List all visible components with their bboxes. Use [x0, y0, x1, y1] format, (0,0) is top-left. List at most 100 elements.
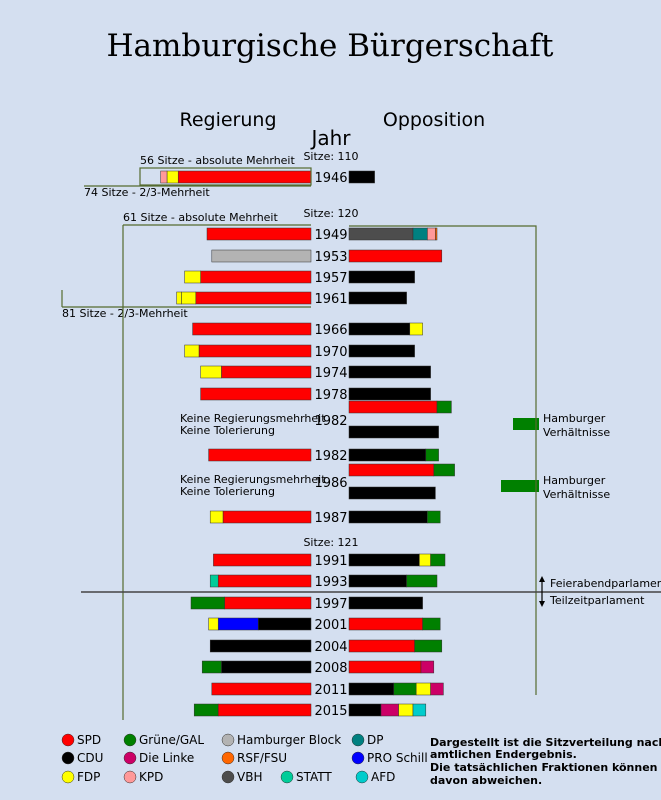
bar-1953-opp-spd-0 — [348, 249, 443, 263]
year-label-2001-16: 2001 — [314, 618, 347, 633]
footnote-line3: Die tatsächlichen Fraktionen können — [430, 761, 658, 774]
legend-label-hb: Hamburger Block — [237, 733, 341, 747]
year-label-1997-15: 1997 — [314, 597, 347, 612]
legend-label-cdu: CDU — [77, 751, 103, 765]
side-label-parliament-line2: Teilzeitparlament — [549, 594, 645, 607]
annotation-seats-121: Sitze: 121 — [303, 536, 358, 549]
bar-1966-opp-fdp-1 — [409, 322, 423, 336]
bar-1993-gov-statt-1 — [209, 574, 219, 588]
chart-title: Hamburgische Bürgerschaft — [107, 28, 554, 64]
bar-1987-opp-gruene-1 — [427, 510, 441, 524]
note-1982-line2: Keine Tolerierung — [180, 424, 275, 437]
legend-label-dp: DP — [367, 733, 383, 747]
bar-1961-gov-fdp-1 — [181, 291, 197, 305]
bar-2011-opp-gruene-1 — [393, 682, 417, 696]
year-label-1982-10: 1982 — [314, 449, 347, 464]
footnote-line4: davon abweichen. — [430, 774, 542, 787]
legend-item-dp: DP — [351, 733, 383, 747]
bar-1970-gov-fdp-1 — [184, 344, 200, 358]
parliament-arrow-down — [539, 601, 545, 607]
year-label-1982-9: 1982 — [314, 414, 347, 429]
bar-1986-opp-spd-0 — [348, 463, 435, 477]
bar-1949-opp-kpd-2 — [427, 227, 436, 241]
legend-label-kpd: KPD — [139, 770, 163, 784]
year-label-2015-20: 2015 — [314, 704, 347, 719]
annotation-two-thirds-74: 74 Sitze - 2/3-Mehrheit — [84, 186, 210, 199]
side-label-1986-line1: Hamburger — [543, 474, 606, 487]
bar-1982-opp2-cdu-0 — [348, 425, 439, 439]
year-label-1949-1: 1949 — [314, 228, 347, 243]
bar-1982-opp-gruene-1 — [425, 448, 439, 462]
bar-2008-opp-spd-0 — [348, 660, 422, 674]
legend-label-gruene: Grüne/GAL — [139, 733, 204, 747]
legend-swatch-hb — [221, 733, 235, 747]
government-heading: Regierung — [179, 109, 276, 131]
bar-1970-opp-cdu-0 — [348, 344, 415, 358]
side-label-1982-line1: Hamburger — [543, 412, 606, 425]
year-label-1966-5: 1966 — [314, 323, 347, 338]
bar-2001-gov-fdp-2 — [208, 617, 219, 631]
legend-swatch-schill — [351, 751, 365, 765]
bar-1986-opp2-cdu-0 — [348, 486, 436, 500]
legend-swatch-dp — [351, 733, 365, 747]
bar-2001-gov-schill-1 — [217, 617, 259, 631]
bar-2004-opp-gruene-1 — [414, 639, 443, 653]
year-label-1978-8: 1978 — [314, 388, 347, 403]
year-heading: Jahr — [309, 126, 351, 150]
bar-2001-gov-cdu-0 — [257, 617, 312, 631]
legend-swatch-rsf — [221, 751, 235, 765]
bar-1991-opp-fdp-1 — [419, 553, 431, 567]
bar-2008-opp-linke-1 — [420, 660, 435, 674]
bar-1978-opp-cdu-0 — [348, 387, 431, 401]
bar-1997-gov-spd-0 — [224, 596, 312, 610]
legend-item-statt: STATT — [280, 770, 332, 784]
legend-item-kpd: KPD — [123, 770, 163, 784]
bar-1953-gov-hb-0 — [211, 249, 312, 263]
legend-item-linke: Die Linke — [123, 751, 194, 765]
bar-1974-opp-cdu-0 — [348, 365, 431, 379]
legend-swatch-linke — [123, 751, 137, 765]
bar-1946-gov-fdp-1 — [166, 170, 179, 184]
legend-swatch-afd — [355, 770, 369, 784]
legend-label-afd: AFD — [371, 770, 395, 784]
bar-1957-gov-spd-0 — [200, 270, 312, 284]
bar-1982-gov-spd-0 — [208, 448, 312, 462]
note-1982-line1: Keine Regierungsmehrheit — [180, 412, 326, 425]
bar-2015-opp-linke-1 — [380, 703, 399, 717]
bar-2011-opp-linke-3 — [430, 682, 444, 696]
legend: SPD Grüne/GAL Hamburger Block DP CDU Die Link… — [61, 733, 428, 784]
bar-1961-opp-cdu-0 — [348, 291, 407, 305]
annotation-absolute-majority-61: 61 Sitze - absolute Mehrheit — [123, 211, 278, 224]
bar-1987-gov-spd-0 — [222, 510, 312, 524]
bar-1946-gov-kpd-2 — [160, 170, 168, 184]
legend-item-rsf: RSF/FSU — [221, 751, 287, 765]
bar-1970-gov-spd-0 — [198, 344, 312, 358]
year-label-1986-11: 1986 — [314, 476, 347, 491]
bar-1949-opp-rsf-3 — [435, 227, 438, 241]
legend-swatch-fdp — [61, 770, 75, 784]
bar-1974-gov-fdp-1 — [200, 365, 222, 379]
hamburger-verhaeltnisse-marker-1986 — [501, 480, 539, 492]
year-label-2011-19: 2011 — [314, 683, 347, 698]
annotation-two-thirds-81: 81 Sitze - 2/3-Mehrheit — [62, 307, 188, 320]
bar-1987-opp-cdu-0 — [348, 510, 428, 524]
note-1986-line1: Keine Regierungsmehrheit — [180, 473, 326, 486]
year-label-1953-2: 1953 — [314, 250, 347, 265]
legend-swatch-gruene — [123, 733, 137, 747]
year-label-1974-7: 1974 — [314, 366, 347, 381]
bar-1957-opp-cdu-0 — [348, 270, 415, 284]
bar-1961-gov-fdp-2 — [176, 291, 182, 305]
bar-1993-opp-cdu-0 — [348, 574, 407, 588]
bar-1982-opp-spd-0 — [348, 400, 438, 414]
legend-item-cdu: CDU — [61, 751, 103, 765]
note-1986-line2: Keine Tolerierung — [180, 485, 275, 498]
annotation-absolute-majority-56: 56 Sitze - absolute Mehrheit — [140, 154, 295, 167]
year-label-1987-12: 1987 — [314, 511, 347, 526]
bar-1997-opp-cdu-0 — [348, 596, 423, 610]
year-label-2008-18: 2008 — [314, 661, 347, 676]
footnote-line1: Dargestellt ist die Sitzverteilung nach — [430, 736, 661, 749]
year-label-1961-4: 1961 — [314, 292, 347, 307]
bar-2015-opp-fdp-2 — [398, 703, 414, 717]
bar-1993-gov-spd-0 — [217, 574, 312, 588]
bar-2011-gov-spd-0 — [211, 682, 312, 696]
